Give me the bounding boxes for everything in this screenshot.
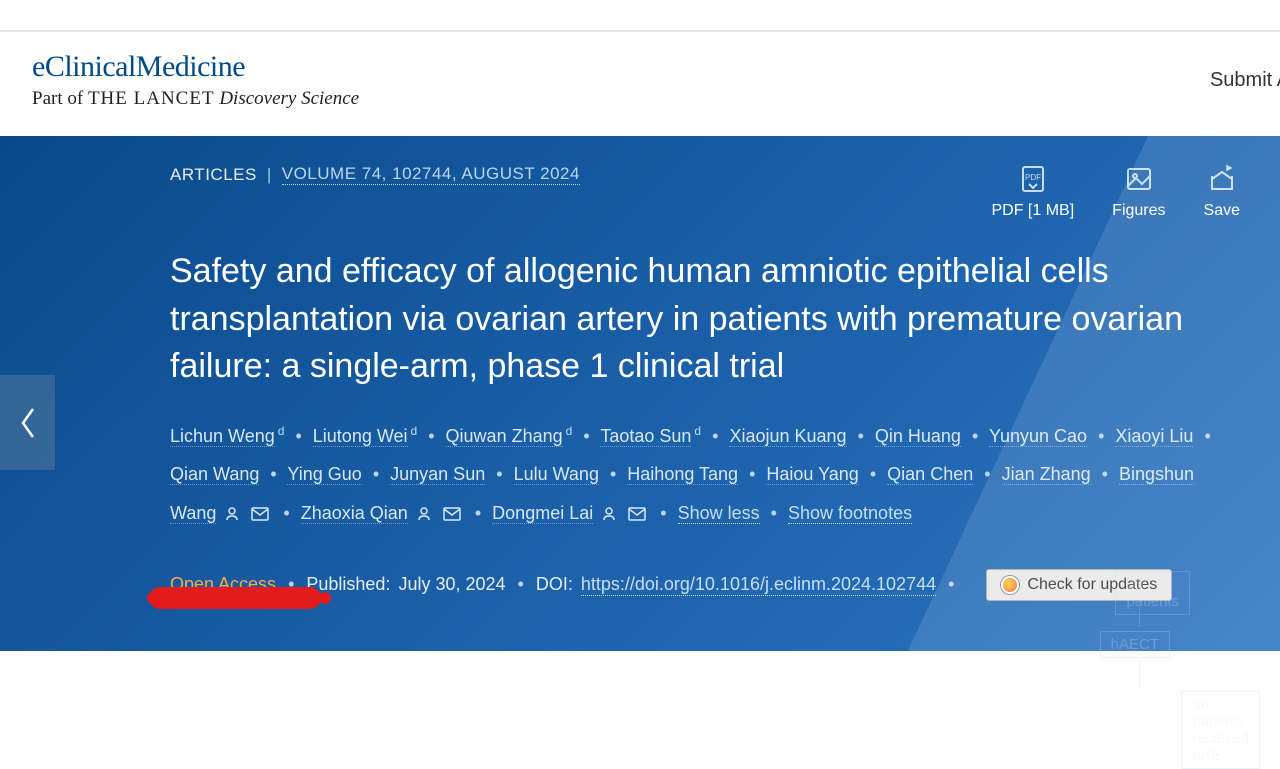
submit-article-link[interactable]: Submit A <box>1210 69 1280 92</box>
article-type-label: ARTICLES <box>170 165 257 185</box>
article-hero-panel: 36 patients hAECT 36 patients received h… <box>0 136 1280 651</box>
show-footnotes-link[interactable]: Show footnotes <box>788 503 912 524</box>
journal-name[interactable]: eClinicalMedicine <box>32 50 359 84</box>
author-link[interactable]: Xiaoyi Liu <box>1115 426 1193 447</box>
person-icon[interactable] <box>224 506 240 522</box>
person-icon[interactable] <box>416 506 432 522</box>
author-link[interactable]: Junyan Sun <box>390 464 485 485</box>
mail-icon[interactable] <box>628 507 646 521</box>
article-meta: ARTICLES | VOLUME 74, 102744, AUGUST 202… <box>170 164 580 185</box>
figures-icon <box>1124 164 1154 194</box>
crossmark-icon <box>1001 576 1019 594</box>
volume-info[interactable]: VOLUME 74, 102744, AUGUST 2024 <box>282 164 580 185</box>
author-link[interactable]: Xiaojun Kuang <box>729 426 846 447</box>
mail-icon[interactable] <box>443 507 461 521</box>
author-link[interactable]: Qiuwan Zhang <box>446 426 563 447</box>
journal-branding: eClinicalMedicine Part of THE LANCET Dis… <box>32 50 359 110</box>
article-title: Safety and efficacy of allogenic human a… <box>170 248 1190 391</box>
author-link[interactable]: Qian Chen <box>887 464 973 485</box>
author-list: Lichun Wengd • Liutong Weid • Qiuwan Zha… <box>170 417 1240 533</box>
doi-link[interactable]: https://doi.org/10.1016/j.eclinm.2024.10… <box>581 574 936 596</box>
author-link[interactable]: Taotao Sun <box>600 426 691 447</box>
author-link[interactable]: Jian Zhang <box>1002 464 1091 485</box>
red-annotation-mark <box>145 582 340 614</box>
chevron-left-icon <box>17 405 39 441</box>
show-less-link[interactable]: Show less <box>678 503 760 524</box>
published-date: July 30, 2024 <box>398 574 505 595</box>
prev-article-arrow[interactable] <box>0 375 55 470</box>
author-link[interactable]: Haiou Yang <box>766 464 858 485</box>
author-link[interactable]: Qin Huang <box>875 426 961 447</box>
author-link[interactable]: Liutong Wei <box>313 426 408 447</box>
author-link[interactable]: Yunyun Cao <box>989 426 1087 447</box>
author-link[interactable]: Qian Wang <box>170 464 259 485</box>
pdf-icon: PDF <box>1018 164 1048 194</box>
pdf-download-button[interactable]: PDF PDF [1 MB] <box>991 164 1074 220</box>
author-link[interactable]: Ying Guo <box>287 464 361 485</box>
svg-text:PDF: PDF <box>1025 173 1041 182</box>
author-link[interactable]: Dongmei Lai <box>492 503 593 524</box>
save-icon <box>1207 164 1237 194</box>
save-button[interactable]: Save <box>1204 164 1240 220</box>
journal-header: eClinicalMedicine Part of THE LANCET Dis… <box>0 30 1280 128</box>
journal-subtitle: Part of THE LANCET Discovery Science <box>32 88 359 110</box>
author-link[interactable]: Zhaoxia Qian <box>301 503 408 524</box>
figures-button[interactable]: Figures <box>1112 164 1165 220</box>
author-link[interactable]: Lulu Wang <box>514 464 599 485</box>
article-actions: PDF PDF [1 MB] Figures Sav <box>991 164 1240 220</box>
doi-label: DOI: <box>536 574 573 595</box>
author-link[interactable]: Lichun Weng <box>170 426 275 447</box>
mail-icon[interactable] <box>251 507 269 521</box>
author-link[interactable]: Haihong Tang <box>627 464 738 485</box>
person-icon[interactable] <box>601 506 617 522</box>
